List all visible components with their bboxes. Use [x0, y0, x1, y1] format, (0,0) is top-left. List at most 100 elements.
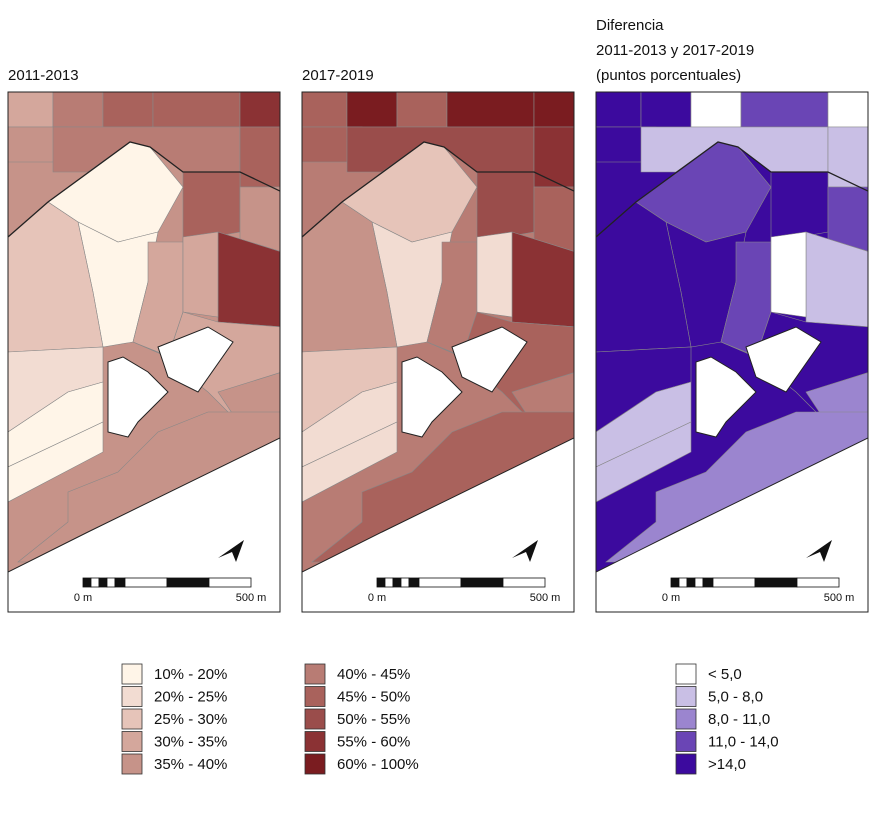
panel-title: Diferencia — [596, 17, 664, 34]
district — [8, 92, 54, 128]
sea — [451, 326, 528, 393]
legend-label: 30% - 35% — [154, 733, 227, 750]
scale-segment — [384, 577, 394, 588]
scale-segment — [712, 577, 756, 588]
district — [533, 126, 574, 188]
sea — [695, 356, 757, 438]
scale-segment — [82, 577, 92, 588]
district — [596, 381, 692, 468]
scale-segment — [400, 577, 410, 588]
district — [396, 92, 448, 128]
district — [476, 231, 513, 318]
district — [446, 92, 535, 128]
district — [182, 231, 219, 318]
district — [239, 186, 280, 253]
scale-segment — [166, 577, 210, 588]
scale-segment — [686, 577, 696, 588]
district — [740, 92, 829, 128]
district — [827, 186, 868, 253]
scale-end: 500 m — [824, 592, 855, 604]
scale-segment — [796, 577, 840, 588]
legend-swatch — [121, 753, 143, 775]
north-arrow — [512, 540, 538, 562]
legend-label: 10% - 20% — [154, 666, 227, 683]
scale-segment — [502, 577, 546, 588]
district — [827, 126, 868, 188]
district — [8, 381, 104, 468]
legend-label: 20% - 25% — [154, 688, 227, 705]
legend-swatch — [121, 686, 143, 707]
frame — [595, 91, 869, 613]
map-panel: 0 m 500 m — [595, 91, 869, 613]
scale-segment — [408, 577, 420, 588]
scale-segment — [418, 577, 462, 588]
district — [302, 381, 398, 468]
panel-title: (puntos porcentuales) — [596, 67, 741, 84]
scale-start: 0 m — [368, 592, 386, 604]
sea — [302, 437, 574, 612]
scale-segment — [694, 577, 704, 588]
district — [311, 411, 574, 563]
frame — [7, 91, 281, 613]
district — [239, 126, 280, 188]
legend-swatch — [675, 731, 697, 752]
scale-segment — [376, 577, 386, 588]
district — [770, 231, 807, 318]
legend-swatch — [304, 731, 326, 752]
north-arrow — [806, 540, 832, 562]
map-panel: 0 m 500 m — [301, 91, 575, 613]
legend-swatch — [121, 663, 143, 685]
legend-swatch — [121, 731, 143, 752]
sea — [157, 326, 234, 393]
scale-segment — [678, 577, 688, 588]
scale-segment — [106, 577, 116, 588]
scale-end: 500 m — [236, 592, 267, 604]
district — [239, 92, 280, 128]
legend-label: 45% - 50% — [337, 688, 410, 705]
frame — [301, 91, 575, 613]
district — [605, 411, 868, 563]
district — [52, 92, 104, 128]
district — [302, 92, 348, 128]
sea — [745, 326, 822, 393]
scale-start: 0 m — [74, 592, 92, 604]
legend-swatch — [304, 753, 326, 775]
district — [533, 186, 574, 253]
district — [152, 92, 241, 128]
district — [533, 92, 574, 128]
legend-swatch — [675, 686, 697, 707]
map-area — [596, 92, 868, 612]
scale-segment — [392, 577, 402, 588]
scale-segment — [702, 577, 714, 588]
north-arrow — [218, 540, 244, 562]
legend-label: 35% - 40% — [154, 756, 227, 773]
legend-label: 60% - 100% — [337, 756, 419, 773]
sea — [401, 356, 463, 438]
district — [770, 171, 829, 243]
sea — [107, 356, 169, 438]
scale-end: 500 m — [530, 592, 561, 604]
sea — [596, 437, 868, 612]
district — [17, 411, 280, 563]
legend-label: 5,0 - 8,0 — [708, 688, 763, 705]
district — [476, 171, 535, 243]
panel-title: 2011-2013 y 2017-2019 — [596, 42, 754, 59]
district — [102, 92, 154, 128]
legend-swatch — [304, 686, 326, 707]
legend-swatch — [304, 708, 326, 730]
legend-label: 11,0 - 14,0 — [708, 733, 779, 750]
legend-swatch — [675, 708, 697, 730]
map-area — [302, 92, 574, 612]
legend-label: 25% - 30% — [154, 711, 227, 728]
district — [8, 421, 104, 503]
legend-label: < 5,0 — [708, 666, 742, 683]
district — [302, 421, 398, 503]
scale-segment — [114, 577, 126, 588]
panel-title: 2017-2019 — [302, 67, 374, 84]
scale-segment — [90, 577, 100, 588]
legend-swatch — [675, 663, 697, 685]
legend-label: 55% - 60% — [337, 733, 410, 750]
district — [827, 92, 868, 128]
scale-segment — [460, 577, 504, 588]
